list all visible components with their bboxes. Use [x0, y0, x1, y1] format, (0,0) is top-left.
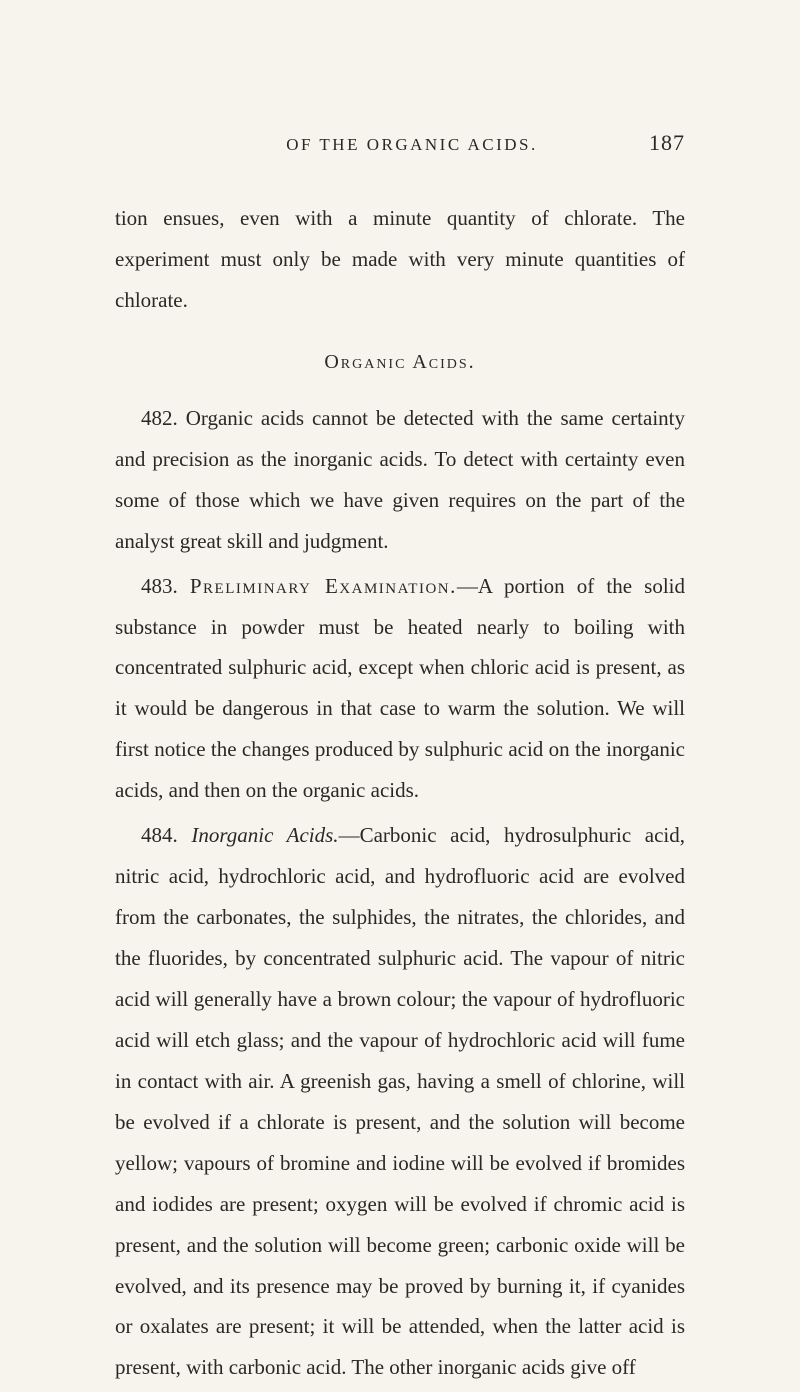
paragraph-482: 482. Organic acids cannot be detected wi… — [115, 398, 685, 562]
paragraph-483: 483. Preliminary Examination.—A portion … — [115, 566, 685, 812]
para-lead: 483. — [141, 574, 190, 598]
paragraph-continuation: tion ensues, even with a minute quantity… — [115, 198, 685, 321]
page-content: OF THE ORGANIC ACIDS. 187 tion ensues, e… — [115, 130, 685, 1392]
running-title: OF THE ORGANIC ACIDS. — [115, 135, 649, 155]
smallcaps-heading: Preliminary Examination. — [190, 574, 457, 598]
para-body: —A portion of the solid substance in pow… — [115, 574, 685, 803]
section-heading: Organic Acids. — [115, 351, 685, 374]
paragraph-484: 484. Inorganic Acids.—Carbonic acid, hyd… — [115, 815, 685, 1388]
para-body: —Carbonic acid, hydrosulphuric acid, nit… — [115, 823, 685, 1379]
page-number: 187 — [649, 130, 685, 156]
para-lead: 484. — [141, 823, 191, 847]
running-head: OF THE ORGANIC ACIDS. 187 — [115, 130, 685, 156]
italic-heading: Inorganic Acids. — [191, 823, 338, 847]
